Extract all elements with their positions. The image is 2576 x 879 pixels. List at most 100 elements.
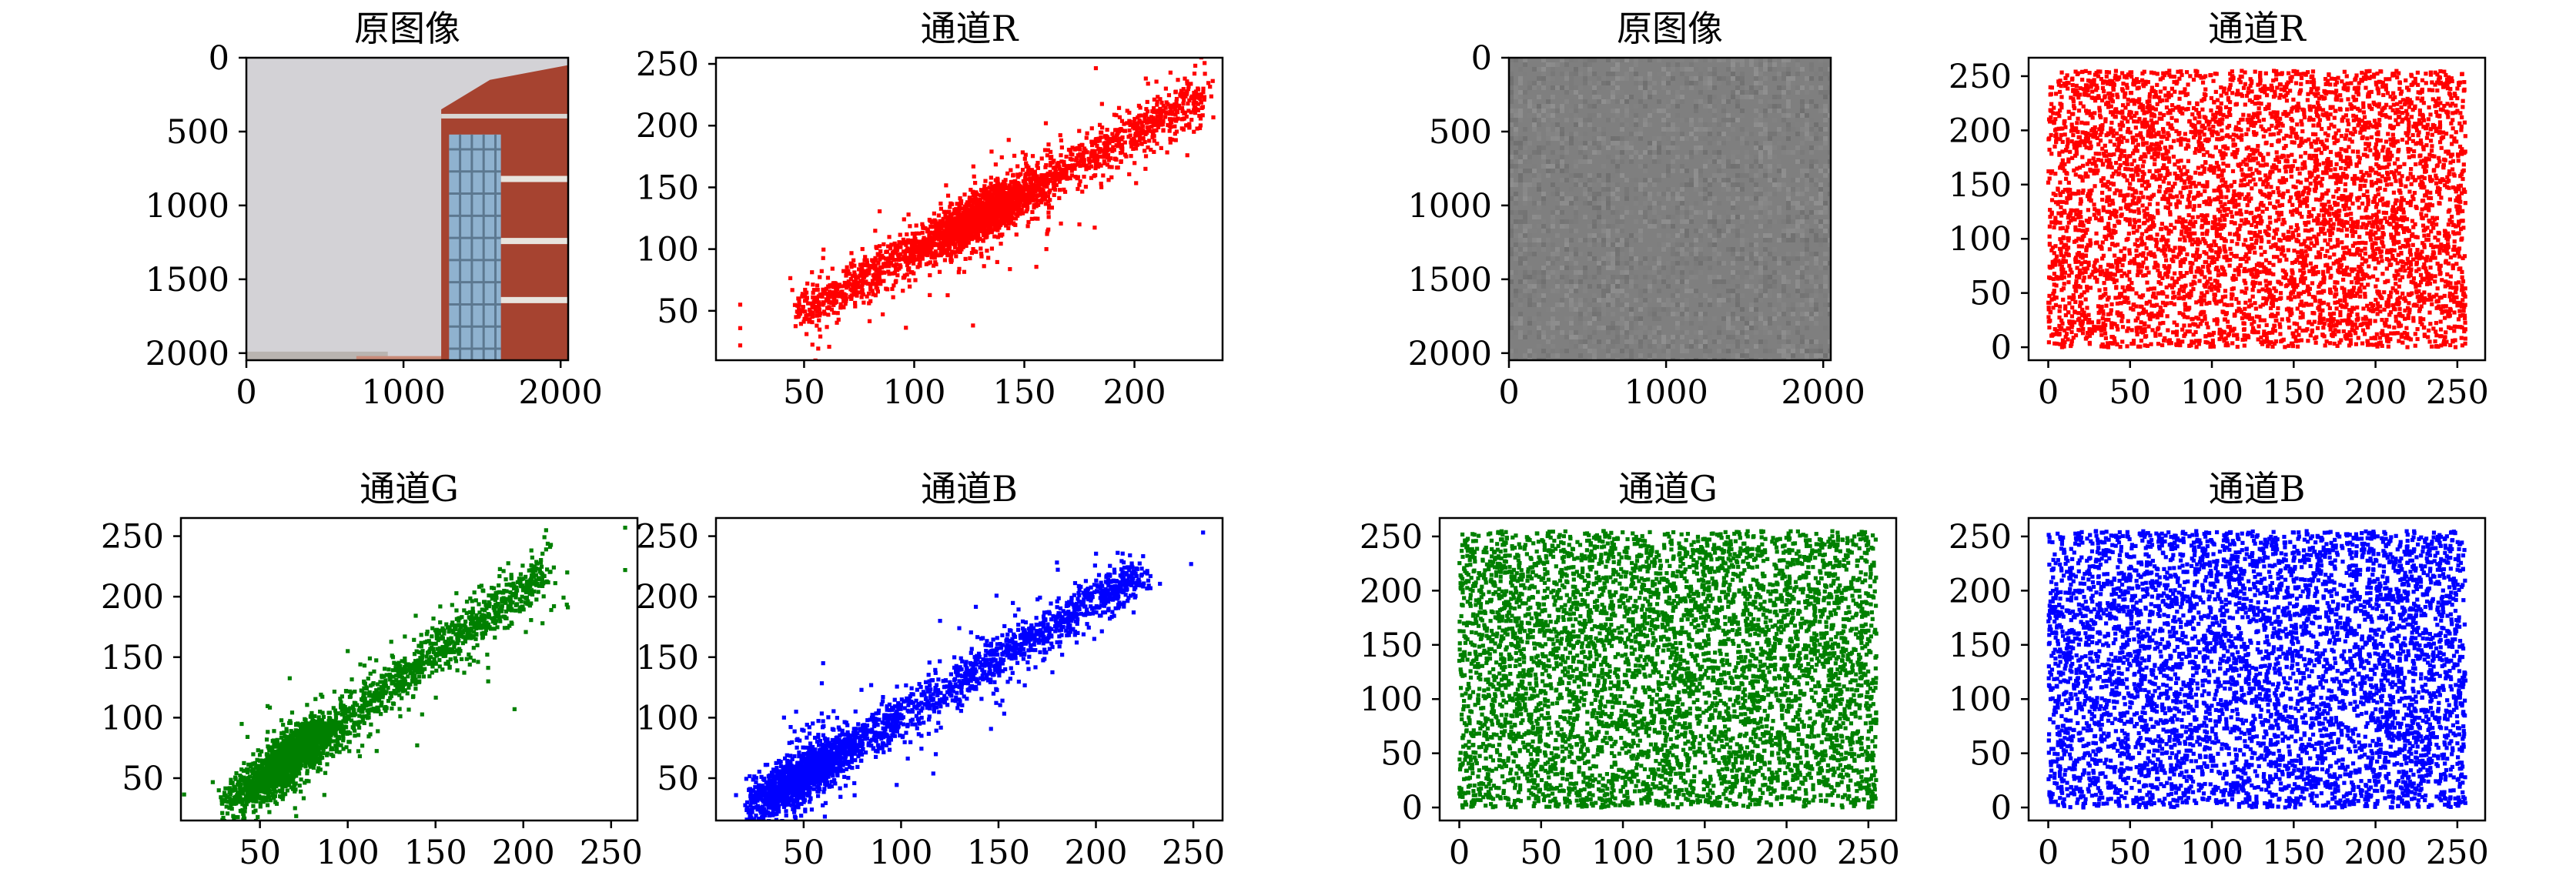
scatter-point [928,260,933,265]
scatter-point [976,199,981,204]
scatter-point [370,708,375,713]
scatter-point [441,647,446,652]
scatter-point [1163,86,1168,91]
scatter-point [383,708,388,714]
scatter-point [229,807,234,811]
scatter-point [528,579,533,583]
scatter-point [826,312,831,317]
scatter-point [1062,187,1066,192]
scatter-point [1119,137,1124,142]
scatter-point [867,301,871,306]
scatter-point [280,786,285,790]
scatter-point [1010,208,1015,213]
scatter-point [1059,175,1063,179]
scatter-point [1030,183,1035,188]
scatter-point [992,218,997,222]
scatter-point [922,245,926,249]
scatter-point [1185,89,1189,94]
scatter-point [526,599,530,603]
scatter-point [459,657,464,661]
scatter-point [316,758,320,763]
scatter-point [339,700,343,705]
scatter-point [394,668,400,673]
scatter-point [463,639,468,644]
scatter-point [1143,132,1148,136]
scatter-point [738,302,743,307]
scatter-point [227,786,232,790]
scatter-point [979,188,984,192]
scatter-point [1002,181,1007,185]
scatter-point [1020,150,1025,155]
scatter-point [970,197,975,202]
scatter-point [222,790,227,795]
scatter-point [1119,142,1125,147]
scatter-point [1173,138,1178,142]
scatter-point [1136,115,1140,120]
scatter-point [948,252,952,257]
scatter-point [1181,101,1186,106]
scatter-point [959,232,964,237]
scatter-point [434,668,439,673]
scatter-point [942,223,948,228]
scatter-point [1171,112,1176,116]
scatter-point [529,568,534,573]
scatter-point [1012,179,1017,184]
scatter-point [835,291,840,296]
scatter-point [443,661,448,666]
scatter-point [366,734,371,739]
scatter-point [497,583,501,588]
scatter-point [1156,125,1161,129]
scatter-point [973,216,978,221]
scatter-point [1201,86,1206,91]
scatter-point [856,275,861,279]
scatter-point [530,592,535,597]
scatter-point [1133,133,1138,138]
scatter-point [352,720,357,725]
scatter-point [888,252,893,257]
scatter-point [413,682,418,687]
scatter-point [1025,185,1030,190]
scatter-point [1149,119,1154,124]
scatter-point [438,652,443,657]
scatter-point [802,316,807,321]
scatter-point [1043,121,1049,125]
scatter-point [818,313,822,318]
scatter-point [1081,150,1086,155]
scatter-point [1179,91,1183,96]
scatter-point [251,776,256,780]
scatter-point [1106,148,1110,152]
scatter-point [1097,149,1102,155]
scatter-point [1064,165,1069,170]
scatter-point [1135,128,1139,132]
scatter-point [798,311,803,316]
scatter-point [958,222,963,226]
scatter-point [997,204,1002,209]
scatter-point [1013,216,1019,221]
scatter-point [245,784,249,788]
scatter-point [1068,176,1072,181]
scatter-point [298,766,303,770]
scatter-point [318,756,323,761]
y-tick-label: 1500 [146,261,229,299]
scatter-point [979,246,983,251]
scatter-point [1080,189,1085,194]
scatter-point [1008,267,1012,272]
scatter-point [865,269,870,273]
scatter-point [910,238,915,243]
scatter-point [996,188,1002,192]
scatter-point [374,688,379,693]
scatter-point [925,229,929,234]
scatter-point [938,249,943,253]
scatter-point [979,222,984,227]
scatter-point [965,202,970,206]
scatter-point [856,281,861,286]
scatter-point [949,225,954,229]
scatter-point [962,209,967,214]
scatter-point [931,263,936,268]
scatter-point [1115,132,1119,136]
scatter-point [956,270,961,275]
scatter-point [1017,196,1022,201]
scatter-point [529,589,534,593]
scatter-point [500,603,504,608]
y-tick-label: 0 [209,39,229,78]
